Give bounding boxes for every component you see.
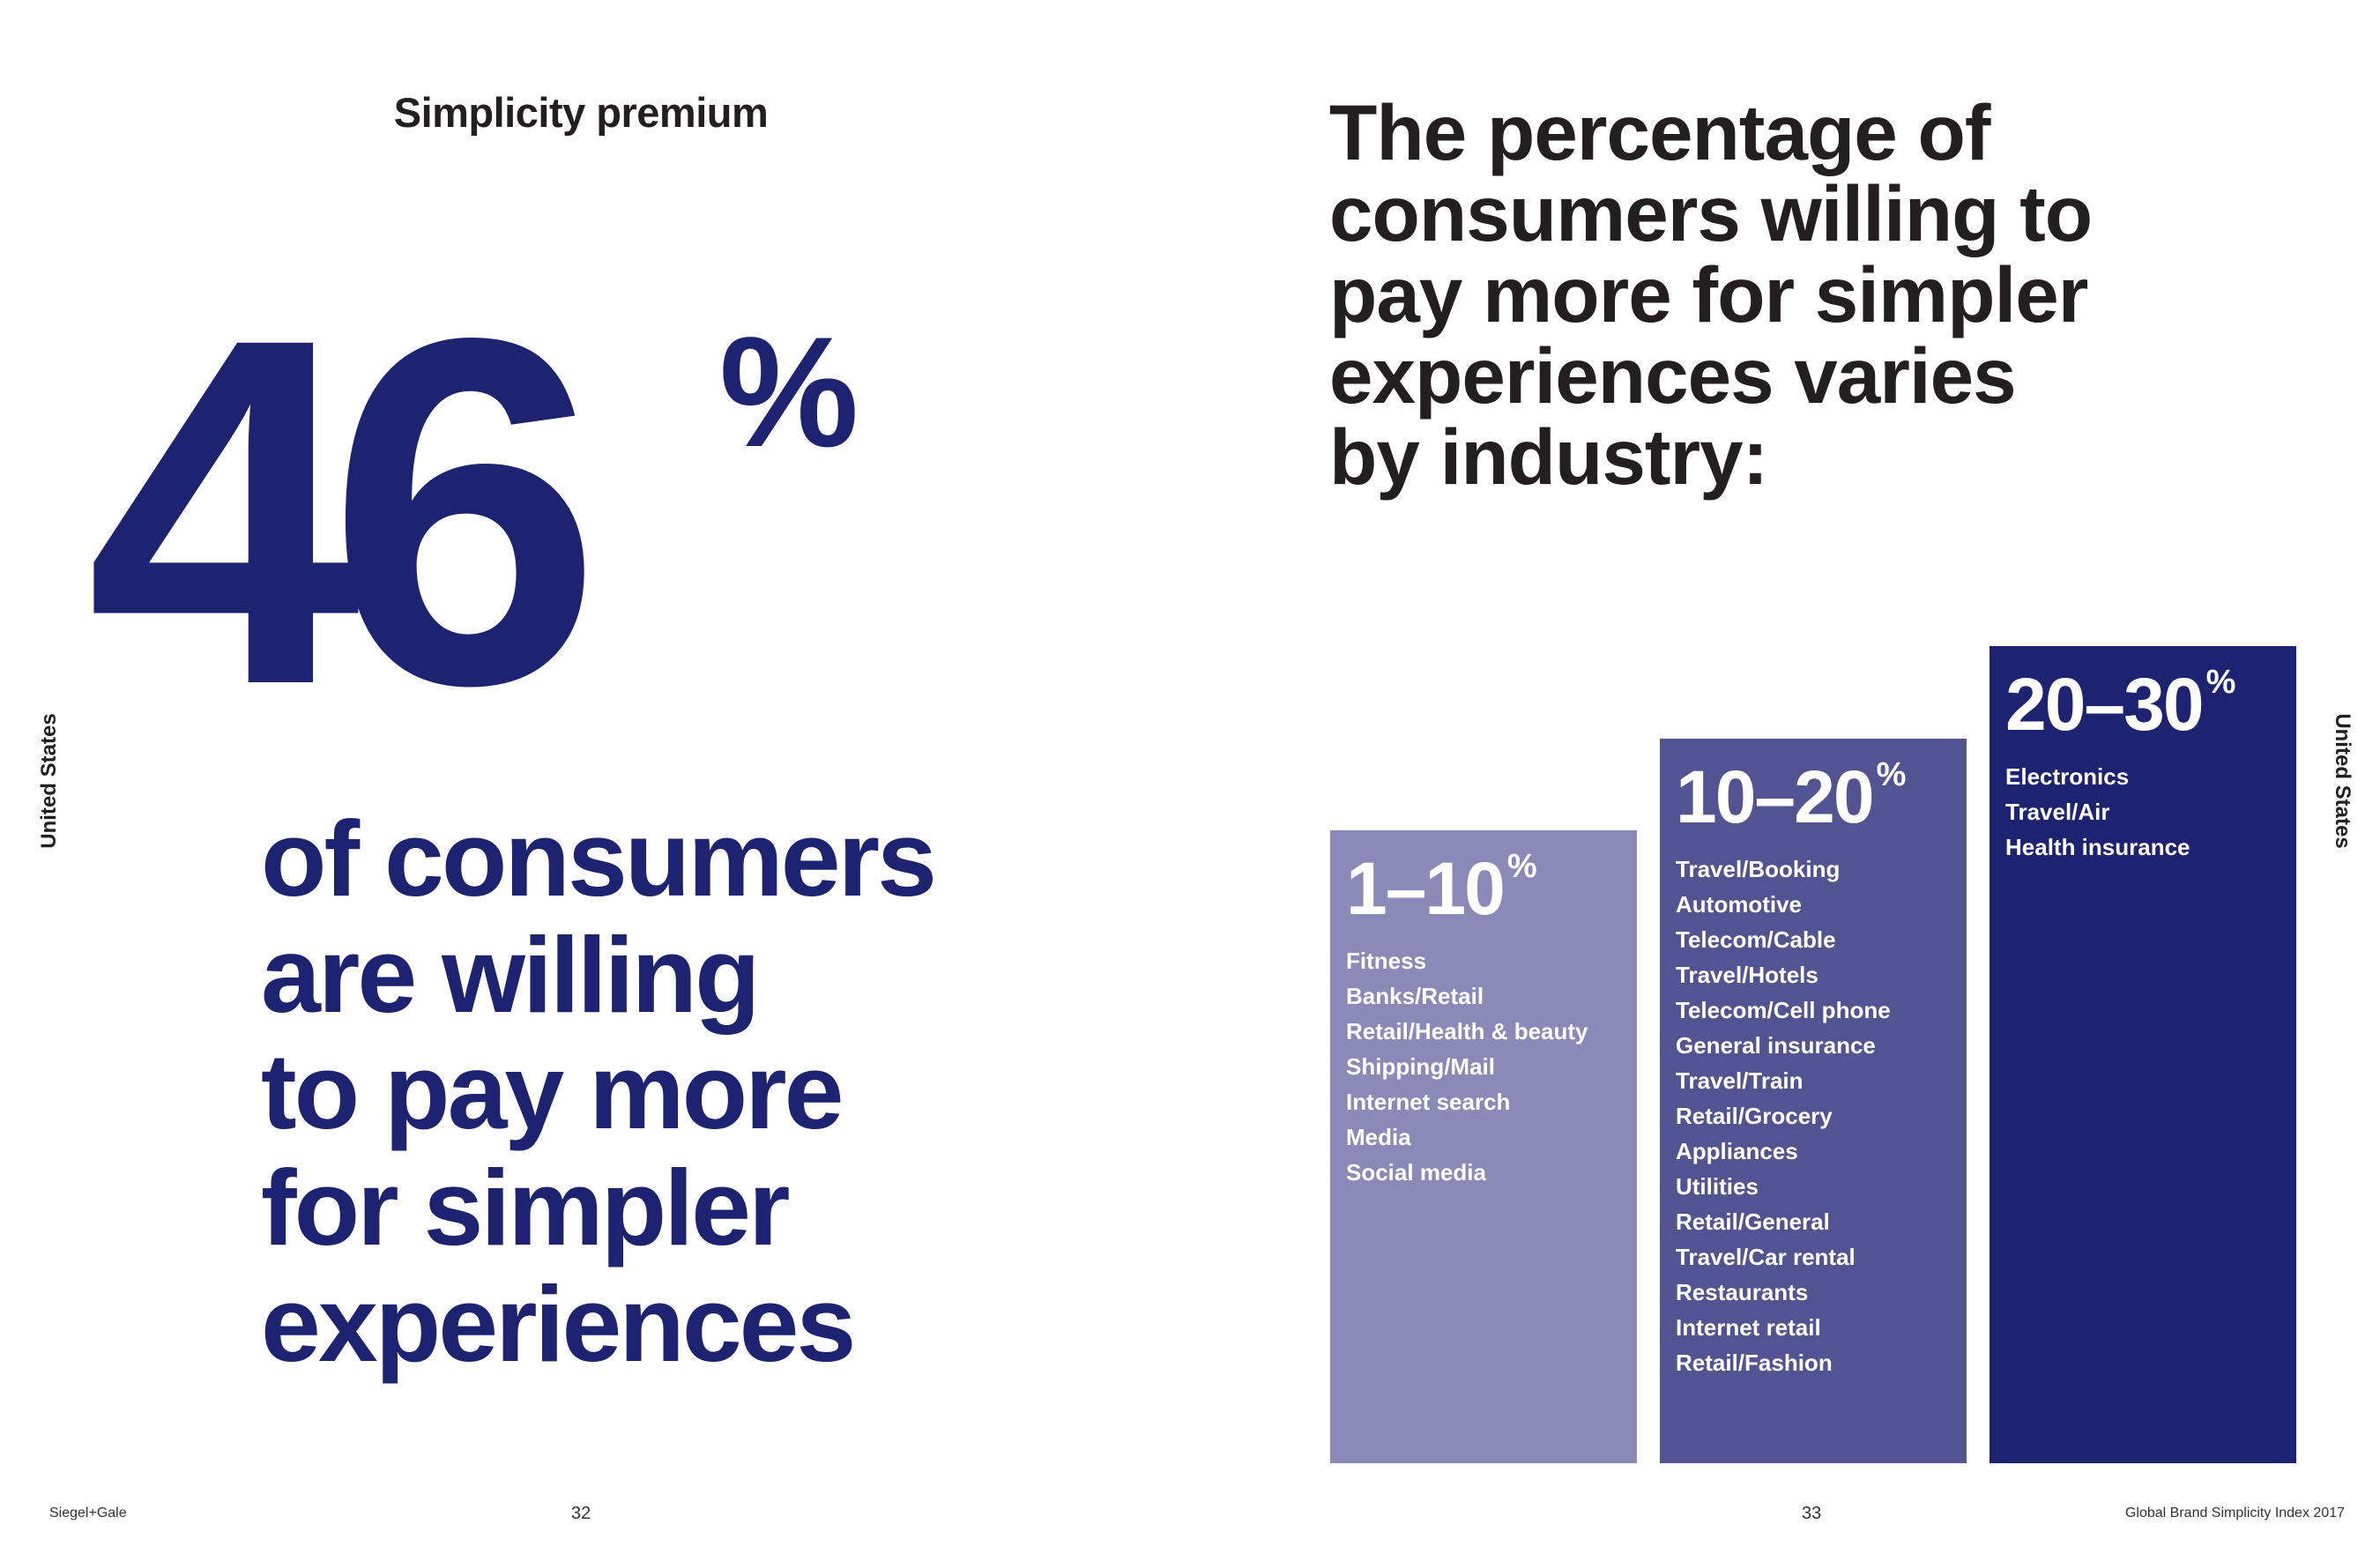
footer-title: Global Brand Simplicity Index 2017 [2124, 1506, 2345, 1521]
headline-line: by industry: [1329, 413, 1768, 501]
industry-item: Travel/Booking [1676, 855, 1841, 882]
headline-line: experiences varies [1329, 331, 2017, 420]
industry-item: Utilities [1676, 1172, 1759, 1200]
stat-percent-sign: % [719, 304, 859, 480]
tagline-line: are willing [261, 915, 761, 1035]
headline: The percentage of consumers willing to p… [1329, 92, 2299, 497]
industry-item: Shipping/Mail [1346, 1053, 1495, 1080]
headline-line: The percentage of [1329, 88, 1991, 176]
tagline-line: experiences [261, 1264, 856, 1384]
bar-range-label: 1–10% [1346, 848, 1621, 926]
headline-line: pay more for simpler [1329, 250, 2088, 338]
bar-range-label: 20–30% [2005, 664, 2280, 741]
industry-item: Retail/General [1676, 1208, 1830, 1235]
industry-item: Social media [1346, 1159, 1486, 1186]
industry-item: Telecom/Cable [1676, 926, 1836, 953]
side-label-left: United States [37, 713, 61, 849]
industry-item: Internet search [1346, 1089, 1511, 1115]
industry-item: Fitness [1346, 948, 1427, 974]
chart-bar: 20–30% Electronics Travel/Air Health insura… [1990, 646, 2296, 1463]
industry-item: Appliances [1676, 1137, 1798, 1164]
industry-item: Travel/Hotels [1676, 961, 1818, 988]
side-label-right: United States [2331, 713, 2354, 849]
footer-brand: Siegel+Gale [49, 1506, 127, 1521]
industry-item: Media [1346, 1124, 1411, 1150]
bar-range-value: 1–10 [1346, 847, 1506, 930]
industry-item: General insurance [1676, 1031, 1876, 1059]
industry-list: Fitness Banks/Retail Retail/Health & beaut… [1346, 943, 1621, 1190]
tagline-line: for simpler [261, 1148, 790, 1268]
page-number-left: 32 [571, 1504, 591, 1523]
headline-line: consumers willing to [1329, 169, 2093, 257]
chart-bar: 1–10% Fitness Banks/Retail Retail/Health & … [1330, 830, 1637, 1463]
industry-item: Travel/Train [1676, 1067, 1804, 1094]
industry-list: Travel/Booking Automotive Telecom/Cable Tra… [1676, 851, 1951, 1380]
bar-range-unit: % [1506, 848, 1537, 885]
industry-list: Electronics Travel/Air Health insurance [2005, 759, 2280, 865]
bar-range-label: 10–20% [1676, 758, 1951, 834]
stat-number: 46 [86, 235, 602, 787]
industry-item: Internet retail [1676, 1313, 1821, 1341]
industry-item: Retail/Fashion [1676, 1349, 1833, 1376]
page-number-right: 33 [1802, 1504, 1822, 1523]
bar-range-unit: % [1876, 755, 1907, 793]
stat-tagline: of consumers are willing to pay more for… [261, 799, 937, 1384]
tagline-line: to pay more [261, 1031, 844, 1151]
section-title: Simplicity premium [393, 89, 769, 136]
industry-item: Automotive [1676, 890, 1802, 918]
industry-item: Travel/Car rental [1676, 1243, 1856, 1270]
industry-item: Electronics [2005, 763, 2130, 790]
industry-item: Restaurants [1676, 1278, 1809, 1305]
chart-bar: 10–20% Travel/Booking Automotive Telecom/Ca… [1660, 738, 1967, 1463]
industry-item: Retail/Health & beauty [1346, 1018, 1588, 1045]
tagline-line: of consumers [261, 799, 937, 918]
industry-item: Health insurance [2005, 834, 2190, 860]
bar-range-unit: % [2205, 664, 2236, 701]
industry-item: Travel/Air [2005, 799, 2110, 825]
industry-item: Banks/Retail [1346, 983, 1484, 1009]
bar-range-value: 20–30 [2005, 663, 2205, 746]
industry-item: Telecom/Cell phone [1676, 996, 1891, 1023]
industry-item: Retail/Grocery [1676, 1102, 1833, 1129]
bar-range-value: 10–20 [1676, 755, 1875, 838]
